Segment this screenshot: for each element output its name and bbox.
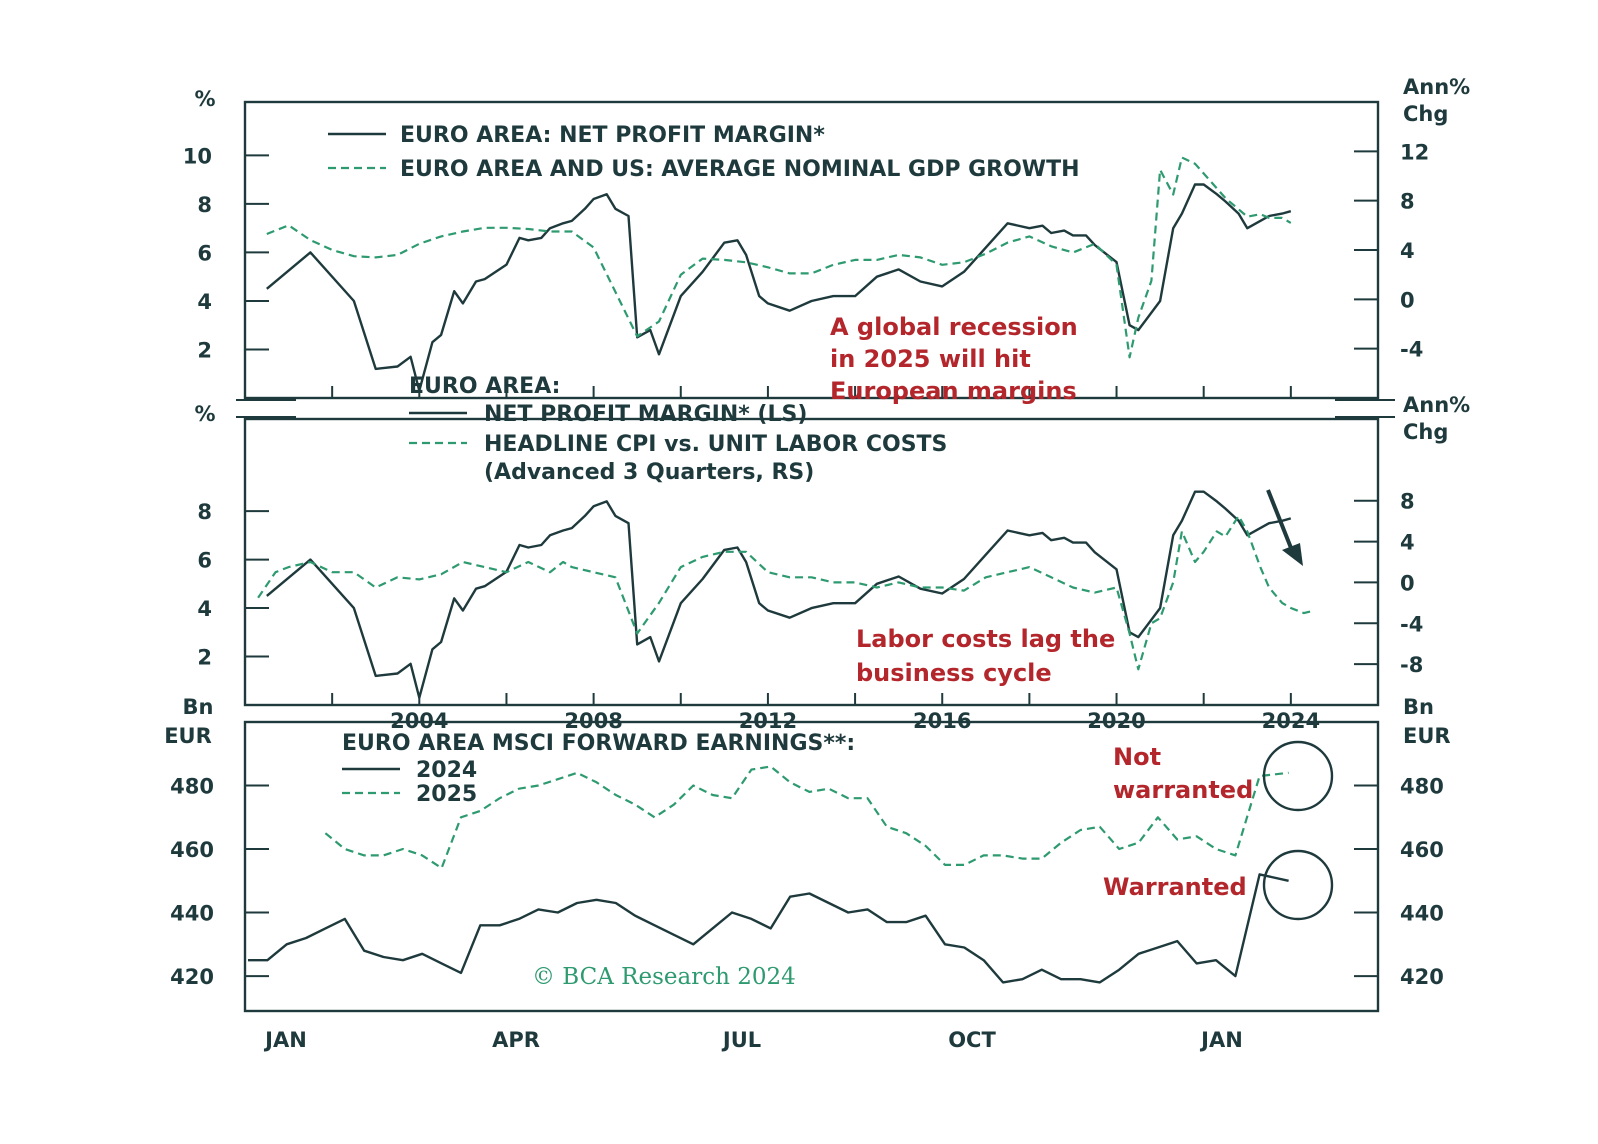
middle-x-tick-label: 2008 — [564, 709, 622, 733]
middle-right-tick-label: 0 — [1400, 571, 1415, 595]
middle-x-tick-label: 2016 — [913, 709, 971, 733]
top-left-tick-label: 6 — [197, 241, 212, 265]
top-left-tick-label: 2 — [197, 338, 212, 362]
middle-right-tick-label: -4 — [1400, 612, 1423, 636]
bottom-legend-item-1: 2024 — [416, 758, 477, 783]
bottom-x-tick-label: JAN — [1199, 1028, 1243, 1052]
top-annotation-line2: in 2025 will hit — [830, 345, 1031, 373]
warranted-circle — [1262, 849, 1334, 921]
not-warranted-line1: Not — [1113, 743, 1161, 771]
top-left-tick-label: 10 — [183, 144, 212, 168]
top-left-tick-label: 4 — [197, 290, 212, 314]
bottom-panel-frame — [243, 720, 1380, 1013]
middle-cpi-vs-ulc-line — [257, 514, 1313, 671]
copyright-text: © BCA Research 2024 — [532, 964, 796, 990]
middle-x-tick-label: 2020 — [1087, 709, 1145, 733]
top-left-tick-label: 8 — [197, 193, 212, 217]
middle-left-unit: % — [194, 402, 215, 426]
top-right-unit-line2: Chg — [1403, 102, 1448, 126]
bottom-x-tick-label: APR — [492, 1028, 540, 1052]
bottom-left-tick-label: 460 — [170, 838, 214, 862]
middle-legend-item-1: NET PROFIT MARGIN* (LS) — [484, 402, 807, 427]
bottom-legend-title: EURO AREA MSCI FORWARD EARNINGS**: — [342, 731, 855, 756]
bottom-right-tick-label: 480 — [1400, 775, 1444, 799]
warranted-label: Warranted — [1103, 873, 1247, 901]
top-annotation-line3: European margins — [830, 377, 1077, 405]
top-right-tick-label: 0 — [1400, 288, 1415, 312]
bottom-left-tick-label: 420 — [170, 965, 214, 989]
middle-right-tick-label: 8 — [1400, 490, 1415, 514]
middle-x-tick-label: 2004 — [390, 709, 448, 733]
middle-right-unit-line2: Chg — [1403, 420, 1448, 444]
top-annotation-line1: A global recession — [830, 313, 1078, 341]
top-gdp-growth-line — [266, 156, 1292, 359]
bottom-x-tick-label: JUL — [721, 1028, 761, 1052]
bottom-right-tick-label: 460 — [1400, 838, 1444, 862]
middle-legend-item-3: (Advanced 3 Quarters, RS) — [484, 460, 814, 485]
bottom-left-tick-label: 480 — [170, 775, 214, 799]
top-right-tick-label: 4 — [1400, 239, 1415, 263]
middle-left-tick-label: 4 — [197, 597, 212, 621]
top-right-tick-label: 8 — [1400, 190, 1415, 214]
left-break-gap — [236, 400, 296, 417]
middle-legend-title: EURO AREA: — [409, 374, 560, 399]
middle-annotation-line1: Labor costs lag the — [856, 625, 1115, 653]
middle-x-tick-label: 2024 — [1262, 709, 1320, 733]
bottom-right-tick-label: 440 — [1400, 902, 1444, 926]
middle-legend-item-2: HEADLINE CPI vs. UNIT LABOR COSTS — [484, 432, 947, 457]
bottom-x-tick-label: OCT — [948, 1028, 996, 1052]
middle-left-tick-label: 6 — [197, 549, 212, 573]
down-arrow-head — [1282, 543, 1303, 566]
middle-left-tick-label: 8 — [197, 500, 212, 524]
middle-right-unit-line1: Ann% — [1403, 393, 1470, 417]
right-break-gap — [1335, 400, 1395, 417]
bottom-x-tick-label: JAN — [263, 1028, 307, 1052]
bottom-2024-earnings-line — [248, 873, 1289, 984]
top-net-profit-margin-line — [266, 183, 1292, 392]
top-legend-item-1: EURO AREA: NET PROFIT MARGIN* — [400, 123, 825, 148]
top-left-unit: % — [194, 87, 215, 111]
middle-annotation-line2: business cycle — [856, 659, 1052, 687]
down-arrow-icon — [1266, 489, 1295, 554]
bottom-right-unit-line2: EUR — [1403, 724, 1451, 748]
axis-ticks: 2 4 6 8 10 -4 0 4 8 12 2 4 6 8 -8 -4 0 4 8 2004 2008 2012 2016… — [170, 140, 1444, 1052]
top-right-tick-label: 12 — [1400, 140, 1429, 164]
middle-left-tick-label: 2 — [197, 646, 212, 670]
middle-right-tick-label: 4 — [1400, 531, 1415, 555]
bottom-left-unit-line2: EUR — [164, 724, 212, 748]
middle-net-profit-margin-line — [266, 490, 1292, 699]
bottom-2025-earnings-line — [324, 765, 1289, 870]
middle-x-tick-label: 2012 — [739, 709, 797, 733]
top-right-tick-label: -4 — [1400, 338, 1423, 362]
not-warranted-line2: warranted — [1113, 776, 1253, 804]
bottom-left-tick-label: 440 — [170, 902, 214, 926]
middle-panel-frame — [243, 417, 1380, 707]
bottom-right-tick-label: 420 — [1400, 965, 1444, 989]
top-right-unit-line1: Ann% — [1403, 75, 1470, 99]
middle-right-tick-label: -8 — [1400, 653, 1423, 677]
top-legend-item-2: EURO AREA AND US: AVERAGE NOMINAL GDP GR… — [400, 157, 1080, 182]
bottom-right-unit-line1: Bn — [1403, 695, 1434, 719]
not-warranted-circle — [1262, 740, 1334, 812]
bottom-left-unit-line1: Bn — [183, 695, 214, 719]
bottom-legend-item-2: 2025 — [416, 782, 477, 807]
